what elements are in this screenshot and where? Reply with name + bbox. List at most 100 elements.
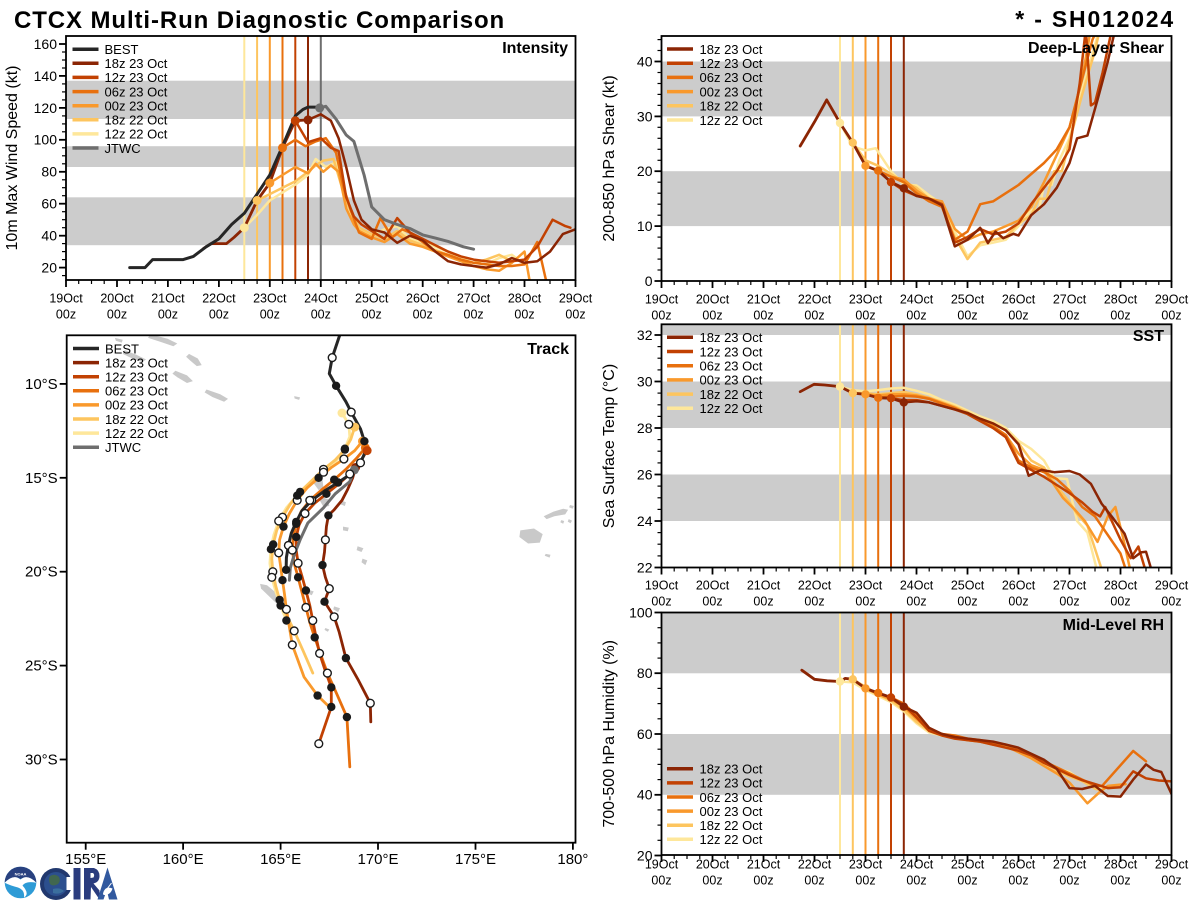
svg-text:100: 100	[34, 132, 58, 148]
svg-text:12z 23 Oct: 12z 23 Oct	[700, 56, 763, 71]
svg-text:BEST: BEST	[105, 42, 139, 57]
svg-text:20: 20	[41, 260, 57, 276]
svg-text:60: 60	[637, 726, 653, 742]
svg-text:28Oct: 28Oct	[508, 292, 542, 306]
svg-text:12z 22 Oct: 12z 22 Oct	[105, 426, 168, 441]
svg-text:28Oct: 28Oct	[1104, 858, 1138, 872]
svg-text:00z: 00z	[651, 874, 671, 888]
svg-text:12z 22 Oct: 12z 22 Oct	[105, 127, 168, 142]
svg-text:40: 40	[637, 53, 653, 69]
svg-text:00z: 00z	[702, 309, 722, 323]
svg-text:00z: 00z	[362, 308, 382, 322]
svg-text:29Oct: 29Oct	[1155, 579, 1189, 593]
svg-text:28Oct: 28Oct	[1104, 293, 1138, 307]
svg-text:00z: 00z	[906, 595, 926, 609]
svg-text:00z: 00z	[957, 595, 977, 609]
svg-text:28Oct: 28Oct	[1104, 579, 1138, 593]
svg-text:30: 30	[637, 108, 653, 124]
svg-text:00z: 00z	[753, 595, 773, 609]
svg-text:0: 0	[645, 273, 653, 289]
svg-text:20Oct: 20Oct	[696, 858, 730, 872]
svg-text:* - SH012024: * - SH012024	[1015, 6, 1175, 32]
svg-text:27Oct: 27Oct	[1053, 293, 1087, 307]
svg-text:00z: 00z	[158, 308, 178, 322]
svg-text:00z: 00z	[311, 308, 331, 322]
svg-text:JTWC: JTWC	[105, 141, 141, 156]
svg-text:00z: 00z	[1110, 595, 1130, 609]
svg-text:155°E: 155°E	[65, 851, 106, 868]
svg-text:12z 22 Oct: 12z 22 Oct	[700, 832, 763, 847]
svg-text:22: 22	[637, 559, 653, 575]
svg-text:28: 28	[637, 420, 653, 436]
svg-text:21Oct: 21Oct	[747, 579, 781, 593]
svg-text:60: 60	[41, 196, 57, 212]
svg-text:22Oct: 22Oct	[798, 858, 832, 872]
svg-text:12z 23 Oct: 12z 23 Oct	[105, 370, 168, 385]
svg-text:23Oct: 23Oct	[849, 579, 883, 593]
svg-text:175°E: 175°E	[455, 851, 496, 868]
svg-text:00z: 00z	[1008, 309, 1028, 323]
svg-text:00z: 00z	[1110, 874, 1130, 888]
svg-text:06z 23 Oct: 06z 23 Oct	[700, 790, 763, 805]
svg-text:00z: 00z	[855, 309, 875, 323]
svg-text:00z: 00z	[651, 309, 671, 323]
svg-text:160°E: 160°E	[163, 851, 204, 868]
svg-text:Track: Track	[527, 341, 569, 358]
svg-text:06z 23 Oct: 06z 23 Oct	[700, 70, 763, 85]
svg-text:19Oct: 19Oct	[645, 579, 679, 593]
svg-text:22Oct: 22Oct	[798, 293, 832, 307]
svg-text:140: 140	[34, 68, 58, 84]
svg-text:26: 26	[637, 466, 653, 482]
svg-text:24Oct: 24Oct	[304, 292, 338, 306]
svg-text:27Oct: 27Oct	[457, 292, 491, 306]
svg-text:22Oct: 22Oct	[202, 292, 236, 306]
svg-text:00z: 00z	[804, 874, 824, 888]
svg-text:20Oct: 20Oct	[696, 293, 730, 307]
svg-text:40: 40	[41, 228, 57, 244]
svg-text:30: 30	[637, 373, 653, 389]
svg-text:00z 23 Oct: 00z 23 Oct	[700, 84, 763, 99]
svg-text:00z: 00z	[906, 874, 926, 888]
svg-text:00z: 00z	[56, 308, 76, 322]
svg-text:CTCX Multi-Run Diagnostic Comp: CTCX Multi-Run Diagnostic Comparison	[14, 7, 505, 34]
svg-text:Deep-Layer Shear: Deep-Layer Shear	[1028, 40, 1164, 57]
svg-text:19Oct: 19Oct	[645, 858, 679, 872]
svg-text:21Oct: 21Oct	[747, 858, 781, 872]
svg-text:00z: 00z	[702, 595, 722, 609]
svg-text:700-500 hPa Humidity (%): 700-500 hPa Humidity (%)	[601, 640, 618, 828]
svg-text:24Oct: 24Oct	[900, 579, 934, 593]
svg-text:21Oct: 21Oct	[151, 292, 185, 306]
svg-text:24: 24	[637, 513, 653, 529]
svg-text:120: 120	[34, 100, 58, 116]
svg-text:00z 23 Oct: 00z 23 Oct	[105, 99, 168, 114]
svg-text:00z 23 Oct: 00z 23 Oct	[700, 804, 763, 819]
svg-text:40: 40	[637, 787, 653, 803]
svg-text:165°E: 165°E	[260, 851, 301, 868]
svg-text:06z 23 Oct: 06z 23 Oct	[700, 359, 763, 374]
svg-text:JTWC: JTWC	[105, 440, 141, 455]
svg-text:200-850 hPa Shear (kt): 200-850 hPa Shear (kt)	[601, 75, 618, 241]
svg-text:18z 22 Oct: 18z 22 Oct	[105, 412, 168, 427]
svg-text:00z: 00z	[702, 874, 722, 888]
svg-text:20Oct: 20Oct	[696, 579, 730, 593]
svg-text:00z: 00z	[1110, 309, 1130, 323]
svg-text:100: 100	[629, 604, 653, 620]
svg-text:19Oct: 19Oct	[645, 293, 679, 307]
svg-text:SST: SST	[1133, 328, 1164, 345]
svg-text:00z: 00z	[209, 308, 229, 322]
svg-text:30°S: 30°S	[25, 752, 58, 769]
svg-text:22Oct: 22Oct	[798, 579, 832, 593]
svg-text:15°S: 15°S	[25, 470, 58, 487]
svg-text:Intensity: Intensity	[502, 40, 568, 57]
svg-text:170°E: 170°E	[357, 851, 398, 868]
svg-text:20°S: 20°S	[25, 564, 58, 581]
svg-text:18z 23 Oct: 18z 23 Oct	[105, 56, 168, 71]
svg-text:18z 23 Oct: 18z 23 Oct	[105, 355, 168, 370]
svg-text:25Oct: 25Oct	[355, 292, 389, 306]
svg-text:26Oct: 26Oct	[1002, 858, 1036, 872]
svg-text:00z: 00z	[855, 595, 875, 609]
svg-text:10°S: 10°S	[25, 376, 58, 393]
svg-text:27Oct: 27Oct	[1053, 858, 1087, 872]
svg-text:00z: 00z	[1059, 309, 1079, 323]
svg-text:18z 23 Oct: 18z 23 Oct	[700, 762, 763, 777]
